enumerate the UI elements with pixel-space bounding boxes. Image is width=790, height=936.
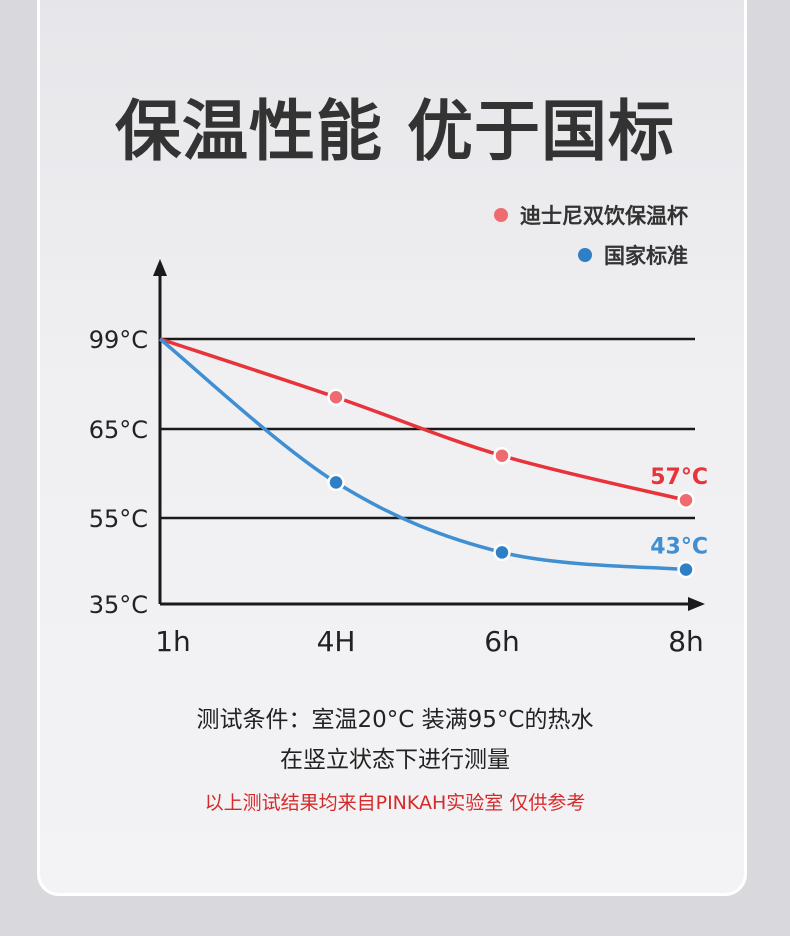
data-point	[677, 560, 695, 579]
test-conditions-line-2: 在竖立状态下进行测量	[280, 747, 510, 773]
y-axis-arrow-icon	[153, 259, 167, 276]
legend-label: 国家标准	[604, 244, 688, 268]
y-tick-label: 55°C	[89, 505, 148, 533]
legend-item-series-1: 迪士尼双饮保温杯	[494, 200, 688, 230]
legend-dot-icon	[494, 208, 508, 222]
disclaimer-note: 以上测试结果均来自PINKAH实验室 仅供参考	[204, 792, 586, 814]
test-conditions-line-1: 测试条件：室温20°C 装满95°C的热水	[196, 707, 594, 733]
data-point	[677, 491, 695, 509]
end-value-label: 43°C	[650, 535, 708, 560]
legend-dot-icon	[578, 248, 592, 262]
page-title: 保温性能 优于国标	[115, 93, 675, 170]
x-tick-label: 8h	[668, 625, 704, 658]
x-tick-label: 4H	[317, 625, 356, 658]
x-axis-arrow-icon	[688, 597, 705, 611]
legend-item-series-2: 国家标准	[578, 240, 688, 270]
data-point	[493, 543, 511, 562]
series-line-1	[159, 337, 687, 502]
y-tick-label: 65°C	[89, 416, 148, 444]
x-tick-label: 6h	[484, 625, 520, 658]
legend-label: 迪士尼双饮保温杯	[520, 204, 688, 228]
data-point	[327, 388, 345, 406]
y-tick-label: 99°C	[89, 326, 148, 354]
line-chart: 99°C 65°C 55°C 35°C1h 4H 6h 8h 57°C 43°C	[89, 259, 708, 658]
x-tick-label: 1h	[155, 625, 191, 658]
series-line-2	[158, 337, 687, 572]
end-value-label: 57°C	[650, 465, 708, 490]
y-tick-label: 35°C	[89, 591, 148, 619]
content-card	[37, 0, 747, 896]
data-point	[493, 446, 511, 465]
data-point	[327, 473, 345, 492]
